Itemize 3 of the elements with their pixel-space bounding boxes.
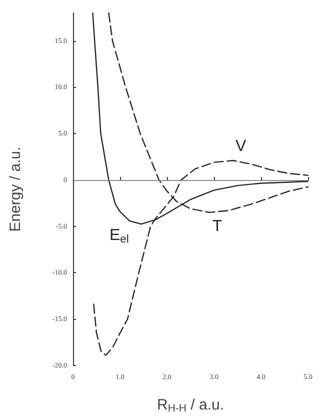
series-label: T [212, 218, 222, 235]
series-label: V [235, 138, 246, 155]
y-axis-title: Energy / a.u. [7, 146, 24, 232]
